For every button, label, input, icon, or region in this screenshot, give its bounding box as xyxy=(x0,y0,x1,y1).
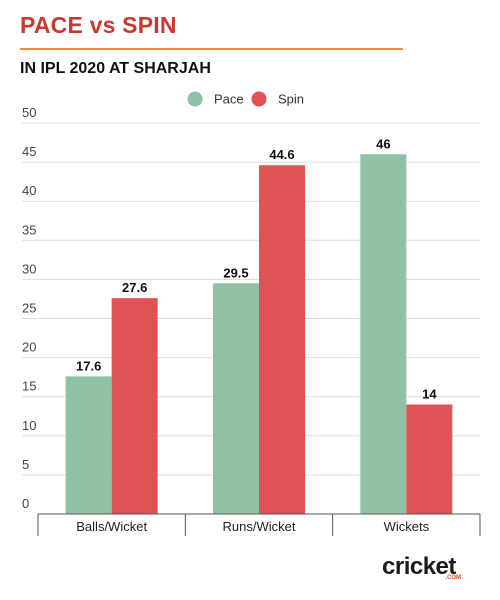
data-label: 17.6 xyxy=(76,358,101,373)
y-axis-ticks: 0 5 10 15 20 25 30 35 40 45 50 xyxy=(22,105,36,511)
y-tick-label: 25 xyxy=(22,301,36,316)
data-labels: 17.6 27.6 29.5 44.6 46 14 xyxy=(76,136,437,401)
x-category-label: Balls/Wicket xyxy=(76,519,147,534)
y-tick-label: 10 xyxy=(22,418,36,433)
data-label: 44.6 xyxy=(269,147,294,162)
bar-pace-1 xyxy=(213,283,259,514)
legend-label-pace: Pace xyxy=(214,92,244,107)
y-tick-label: 50 xyxy=(22,105,36,120)
data-label: 29.5 xyxy=(223,265,248,280)
y-tick-label: 45 xyxy=(22,144,36,159)
y-tick-label: 5 xyxy=(22,457,29,472)
y-tick-label: 15 xyxy=(22,379,36,394)
x-axis: Balls/Wicket Runs/Wicket Wickets xyxy=(37,513,481,536)
bar-spin-2 xyxy=(406,404,453,514)
legend-marker-pace xyxy=(187,91,203,107)
legend: Pace Spin xyxy=(187,91,304,107)
chart-title: PACE vs SPIN xyxy=(20,12,177,38)
y-tick-label: 20 xyxy=(22,340,36,355)
bar-pace-2 xyxy=(360,154,407,514)
legend-marker-spin xyxy=(251,91,267,107)
x-category-label: Wickets xyxy=(384,519,430,534)
logo-suffix: .COM xyxy=(445,575,461,581)
legend-label-spin: Spin xyxy=(278,92,304,107)
data-label: 14 xyxy=(422,387,437,402)
y-tick-label: 40 xyxy=(22,183,36,198)
y-tick-label: 0 xyxy=(22,496,29,511)
bar-spin-0 xyxy=(111,298,158,514)
data-label: 27.6 xyxy=(122,280,147,295)
logo-wordmark: cricket xyxy=(382,553,456,580)
y-tick-label: 30 xyxy=(22,261,36,276)
bars xyxy=(65,154,453,514)
cricket-com-logo: cricket .COM xyxy=(382,555,487,587)
x-category-label: Runs/Wicket xyxy=(223,519,296,534)
data-label: 46 xyxy=(376,136,390,151)
y-tick-label: 35 xyxy=(22,222,36,237)
bar-pace-0 xyxy=(65,376,112,514)
chart-subtitle: IN IPL 2020 AT SHARJAH xyxy=(20,60,211,77)
title-underline xyxy=(20,48,403,50)
bar-spin-1 xyxy=(259,165,305,514)
